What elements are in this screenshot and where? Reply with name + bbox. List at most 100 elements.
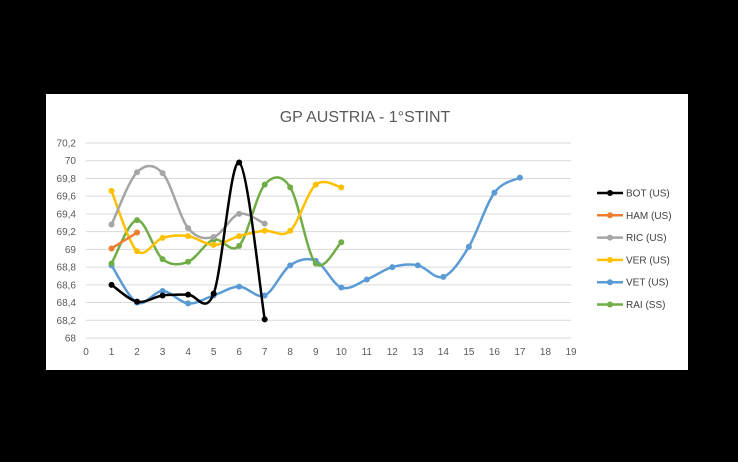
x-tick-label: 15	[463, 347, 475, 358]
data-point-ver-us	[185, 233, 192, 240]
data-point-vet-us	[516, 174, 523, 181]
data-point-rai-ss	[261, 181, 268, 188]
series-vet-us	[108, 174, 523, 307]
y-tick-label: 69,6	[57, 192, 77, 203]
x-tick-label: 3	[160, 347, 166, 358]
x-tick-label: 11	[362, 347, 373, 358]
legend-item-vet-us: VET (US)	[597, 278, 669, 289]
data-point-ver-us	[108, 187, 115, 194]
data-point-rai-ss	[108, 260, 115, 267]
data-point-ver-us	[159, 234, 166, 241]
y-tick-label: 68,6	[57, 280, 77, 291]
y-tick-label: 69,4	[57, 209, 77, 220]
legend: BOT (US) HAM (US) RIC (US) VER (US) VET (US)…	[597, 189, 672, 311]
legend-swatch-marker	[607, 212, 613, 219]
data-point-vet-us	[491, 189, 498, 196]
y-tick-label: 68	[65, 334, 77, 345]
data-point-rai-ss	[287, 184, 294, 191]
legend-swatch-marker	[607, 301, 613, 308]
x-tick-label: 18	[540, 347, 552, 358]
data-point-vet-us	[414, 262, 421, 269]
legend-item-ver-us: VER (US)	[597, 255, 670, 266]
legend-item-ric-us: RIC (US)	[597, 233, 667, 244]
data-point-ham-us	[108, 245, 115, 252]
data-point-ric-us	[185, 225, 192, 232]
y-tick-label: 68,8	[57, 263, 77, 274]
data-point-vet-us	[363, 276, 370, 283]
data-point-vet-us	[338, 284, 345, 291]
data-point-bot-us	[134, 298, 141, 305]
data-point-bot-us	[185, 291, 192, 298]
x-tick-label: 13	[412, 347, 424, 358]
series-ham-us	[108, 229, 141, 252]
data-point-vet-us	[261, 292, 268, 299]
y-tick-label: 68,4	[57, 298, 77, 309]
data-point-ric-us	[236, 210, 243, 217]
x-tick-label: 14	[438, 347, 450, 358]
data-point-vet-us	[185, 300, 192, 307]
y-tick-label: 69,8	[57, 174, 77, 185]
data-point-vet-us	[159, 288, 166, 295]
legend-swatch-marker	[607, 256, 613, 263]
y-tick-label: 70	[65, 156, 77, 167]
x-tick-label: 10	[336, 347, 348, 358]
grid	[86, 142, 571, 339]
series-ver-us	[108, 180, 345, 255]
y-tick-label: 70,2	[57, 139, 77, 150]
legend-item-rai-ss: RAI (SS)	[597, 300, 665, 311]
data-point-vet-us	[287, 262, 294, 269]
legend-swatch-marker	[607, 234, 613, 241]
series-lines	[108, 159, 523, 323]
data-point-ric-us	[134, 169, 141, 176]
legend-label: RAI (SS)	[626, 300, 665, 311]
x-axis-ticks: 0 1 2 3 4 5 6 7 8 9 10 11 12 13 14 15 16 17 18 19	[83, 347, 577, 358]
data-point-rai-ss	[236, 242, 243, 249]
legend-label: VER (US)	[626, 255, 670, 266]
data-point-ver-us	[134, 248, 141, 255]
data-point-vet-us	[389, 264, 396, 271]
series-rai-ss	[108, 176, 345, 267]
series-line-rai-ss	[110, 176, 343, 267]
data-point-ric-us	[108, 221, 115, 228]
data-point-ver-us	[287, 227, 294, 234]
data-point-vet-us	[236, 283, 243, 290]
data-point-ric-us	[210, 233, 217, 240]
data-point-ric-us	[261, 220, 268, 227]
data-point-bot-us	[159, 292, 166, 299]
chart-title: GP AUSTRIA - 1°STINT	[280, 109, 451, 126]
chart-panel: GP AUSTRIA - 1°STINT 68 68,2 68,4 68,6 68,8 6…	[46, 94, 688, 370]
x-tick-label: 12	[387, 347, 399, 358]
legend-label: RIC (US)	[626, 233, 667, 244]
x-tick-label: 7	[262, 347, 268, 358]
data-point-bot-us	[210, 290, 217, 297]
x-tick-label: 1	[109, 347, 115, 358]
line-chart: GP AUSTRIA - 1°STINT 68 68,2 68,4 68,6 68,8 6…	[57, 109, 672, 358]
data-point-rai-ss	[338, 239, 345, 246]
data-point-ver-us	[338, 184, 345, 191]
x-tick-label: 19	[565, 347, 577, 358]
y-tick-label: 69	[65, 245, 77, 256]
data-point-ver-us	[261, 227, 268, 234]
data-point-bot-us	[108, 281, 115, 288]
series-line-ver-us	[110, 180, 343, 255]
x-tick-label: 0	[83, 347, 89, 358]
legend-swatch-marker	[607, 190, 613, 196]
series-ric-us	[108, 164, 268, 240]
data-point-rai-ss	[134, 217, 141, 224]
data-point-vet-us	[440, 273, 447, 280]
series-bot-us	[108, 159, 268, 323]
data-point-bot-us	[236, 159, 243, 166]
legend-label: HAM (US)	[626, 211, 672, 222]
legend-item-ham-us: HAM (US)	[597, 211, 672, 222]
x-tick-label: 5	[211, 347, 217, 358]
data-point-ver-us	[312, 181, 319, 188]
data-point-rai-ss	[312, 260, 319, 267]
data-point-ver-us	[236, 233, 243, 240]
x-tick-label: 16	[489, 347, 501, 358]
data-point-rai-ss	[159, 256, 166, 263]
legend-swatch-marker	[607, 279, 613, 286]
legend-item-bot-us: BOT (US)	[597, 189, 670, 200]
x-tick-label: 17	[514, 347, 526, 358]
y-axis-ticks: 68 68,2 68,4 68,6 68,8 69 69,2 69,4 69,6 69,8 70 70…	[57, 139, 77, 345]
y-tick-label: 68,2	[57, 316, 77, 327]
